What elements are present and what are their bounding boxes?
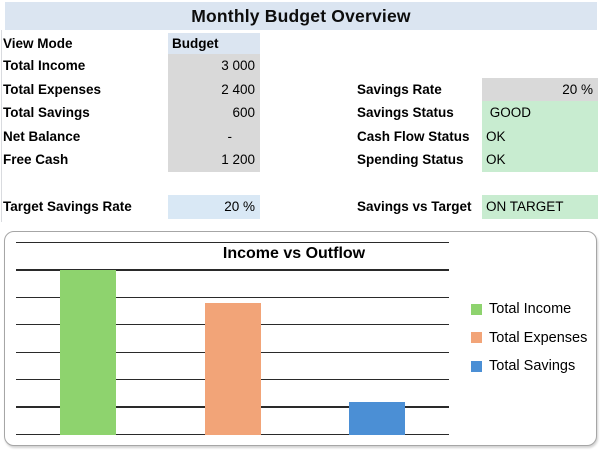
savings-rate-label: Savings Rate: [357, 81, 442, 97]
row-savings-vs-target: Savings vs Target ON TARGET: [0, 195, 600, 219]
target-savings-rate-cell[interactable]: 20 %: [168, 195, 260, 219]
legend-item: Total Expenses: [471, 328, 587, 348]
row-savings-status: Savings Status GOOD: [0, 101, 600, 125]
cash-flow-status-cell[interactable]: OK: [482, 124, 598, 148]
chart-gridline: [16, 242, 449, 244]
legend-item: Total Income: [471, 299, 587, 319]
total-income-cell[interactable]: 3 000: [168, 54, 260, 78]
chart-gridline: [16, 269, 449, 271]
row-view-mode: View Mode Budget: [0, 33, 600, 54]
savings-vs-target-cell[interactable]: ON TARGET: [482, 195, 598, 219]
chart-plot-area: [16, 242, 449, 435]
savings-status-label: Savings Status: [357, 105, 454, 121]
total-savings-cell[interactable]: 600: [168, 101, 260, 125]
savings-status-cell[interactable]: GOOD: [482, 101, 598, 125]
legend-swatch: [471, 360, 482, 372]
chart-legend: Total Income Total Expenses Total Savings: [471, 299, 587, 376]
row-net-balance: Net Balance -: [0, 124, 600, 148]
net-balance-label: Net Balance: [3, 128, 81, 144]
spending-status-cell[interactable]: OK: [482, 148, 598, 172]
row-total-income: Total Income 3 000: [0, 54, 600, 78]
bar-total-expenses: [204, 302, 261, 435]
bar-total-income: [60, 269, 117, 435]
chart-title: Income vs Outflow: [222, 245, 366, 262]
legend-swatch: [471, 303, 482, 315]
spending-status-label: Spending Status: [357, 152, 464, 168]
legend-item: Total Savings: [471, 356, 587, 376]
savings-vs-target-label: Savings vs Target: [357, 199, 472, 215]
row-savings-rate: Savings Rate 20 %: [0, 77, 600, 101]
sheet-column-gridline: [1, 30, 2, 222]
total-expenses-label: Total Expenses: [3, 81, 102, 97]
row-total-savings: Total Savings 600: [0, 101, 600, 125]
legend-label: Total Savings: [489, 358, 576, 374]
net-balance-cell[interactable]: -: [168, 124, 260, 148]
legend-label: Total Income: [489, 301, 572, 317]
legend-label: Total Expenses: [489, 329, 588, 346]
cash-flow-status-label: Cash Flow Status: [357, 128, 470, 144]
row-spending-status: Spending Status OK: [0, 148, 600, 172]
view-mode-label: View Mode: [3, 36, 73, 51]
row-total-expenses: Total Expenses 2 400: [0, 77, 600, 101]
savings-rate-cell[interactable]: 20 %: [482, 77, 598, 101]
free-cash-label: Free Cash: [3, 152, 69, 168]
bar-total-savings: [348, 401, 405, 435]
total-income-label: Total Income: [3, 58, 86, 74]
row-free-cash: Free Cash 1 200: [0, 148, 600, 172]
target-savings-rate-label: Target Savings Rate: [3, 199, 132, 215]
view-mode-cell[interactable]: Budget: [168, 33, 260, 54]
dashboard-title: Monthly Budget Overview: [191, 5, 411, 26]
total-savings-label: Total Savings: [3, 105, 90, 121]
free-cash-cell[interactable]: 1 200: [168, 148, 260, 172]
legend-swatch: [471, 332, 482, 343]
row-cash-flow-status: Cash Flow Status OK: [0, 124, 600, 148]
income-vs-outflow-chart[interactable]: Income vs Outflow Total Income Total Expe…: [4, 231, 597, 446]
dashboard-title-bar: Monthly Budget Overview: [5, 2, 597, 30]
total-expenses-cell[interactable]: 2 400: [168, 77, 260, 101]
row-target-savings-rate: Target Savings Rate 20 %: [0, 195, 600, 219]
chart-gridline: [16, 296, 449, 299]
